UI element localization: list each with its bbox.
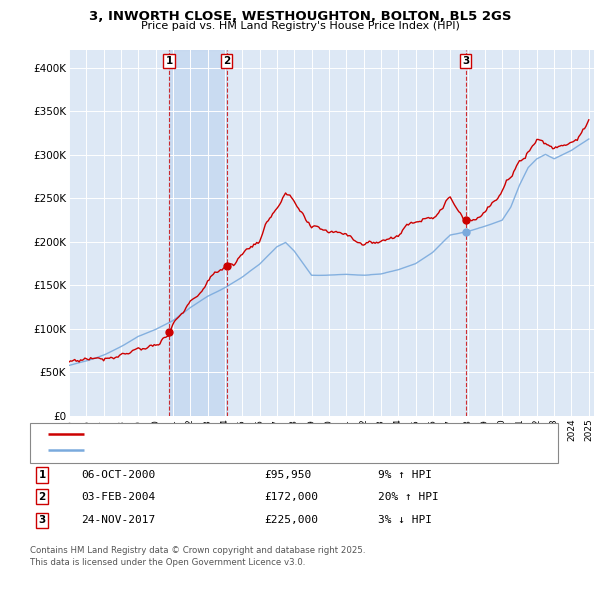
Text: 3, INWORTH CLOSE, WESTHOUGHTON, BOLTON, BL5 2GS (detached house): 3, INWORTH CLOSE, WESTHOUGHTON, BOLTON, … — [90, 430, 458, 440]
Text: 06-OCT-2000: 06-OCT-2000 — [81, 470, 155, 480]
Bar — [169, 50, 226, 416]
Text: 9% ↑ HPI: 9% ↑ HPI — [378, 470, 432, 480]
Text: 3% ↓ HPI: 3% ↓ HPI — [378, 516, 432, 525]
Text: Price paid vs. HM Land Registry's House Price Index (HPI): Price paid vs. HM Land Registry's House … — [140, 21, 460, 31]
Text: HPI: Average price, detached house, Bolton: HPI: Average price, detached house, Bolt… — [90, 445, 302, 455]
Text: £95,950: £95,950 — [264, 470, 311, 480]
Text: Contains HM Land Registry data © Crown copyright and database right 2025.
This d: Contains HM Land Registry data © Crown c… — [30, 546, 365, 566]
Text: 2: 2 — [38, 492, 46, 502]
Text: 03-FEB-2004: 03-FEB-2004 — [81, 492, 155, 502]
Text: 3: 3 — [462, 55, 469, 65]
Text: 3: 3 — [38, 516, 46, 525]
Text: 1: 1 — [166, 55, 173, 65]
Text: 20% ↑ HPI: 20% ↑ HPI — [378, 492, 439, 502]
Text: 3, INWORTH CLOSE, WESTHOUGHTON, BOLTON, BL5 2GS: 3, INWORTH CLOSE, WESTHOUGHTON, BOLTON, … — [89, 10, 511, 23]
Text: £172,000: £172,000 — [264, 492, 318, 502]
Text: 24-NOV-2017: 24-NOV-2017 — [81, 516, 155, 525]
Text: 2: 2 — [223, 55, 230, 65]
Text: 1: 1 — [38, 470, 46, 480]
Text: £225,000: £225,000 — [264, 516, 318, 525]
